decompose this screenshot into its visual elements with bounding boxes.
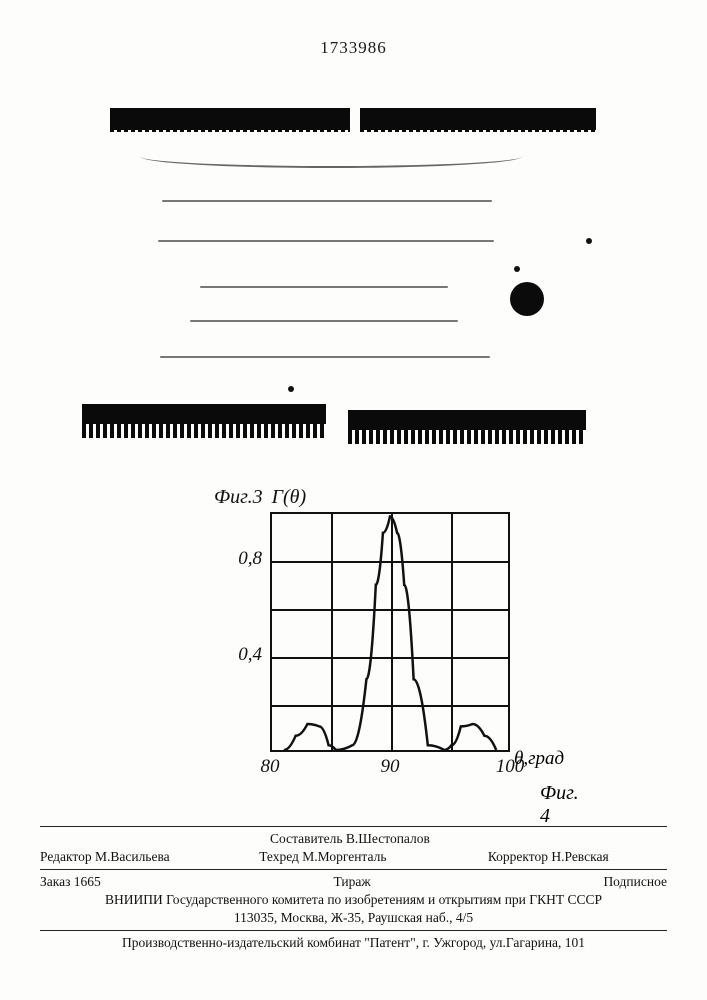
- plate-line: [160, 356, 490, 358]
- grid-hline: [272, 705, 508, 707]
- organization-line-1: ВНИИПИ Государственного комитета по изоб…: [40, 892, 667, 908]
- tirazh: Тираж: [334, 874, 371, 890]
- press-line: Производственно-издательский комбинат "П…: [40, 935, 667, 951]
- figure-3: [80, 90, 600, 460]
- tech-editor: Техред М.Моргенталь: [259, 849, 448, 865]
- grid-vline: [331, 514, 333, 750]
- function-label: Г(θ): [272, 486, 307, 508]
- y-tick-label: 0,8: [216, 548, 262, 570]
- x-tick-label: 80: [250, 756, 290, 778]
- radiation-curve: [272, 514, 508, 750]
- organization-line-2: 113035, Москва, Ж-35, Раушская наб., 4/5: [40, 910, 667, 926]
- marker-dot: [514, 266, 520, 272]
- divider: [40, 930, 667, 931]
- comb-element: [110, 96, 350, 130]
- compiler: Составитель В.Шестопалов: [270, 831, 470, 847]
- plate-line: [162, 200, 492, 202]
- marker-dot: [288, 386, 294, 392]
- x-axis-title: θ,град: [514, 748, 564, 770]
- figure-4: Фиг.3 Г(θ) 0,80,4 8090100 θ,град Фиг. 4: [210, 490, 530, 800]
- document-number: 1733986: [0, 38, 707, 58]
- disk-marker: [510, 282, 544, 316]
- corrector: Корректор Н.Ревская: [488, 849, 667, 865]
- grid-vline: [391, 514, 393, 750]
- curve-path: [284, 516, 496, 750]
- divider: [40, 869, 667, 870]
- chart-grid: [270, 512, 510, 752]
- comb-element: [348, 410, 586, 444]
- divider: [40, 826, 667, 827]
- comb-element: [82, 404, 326, 438]
- comb-element: [360, 96, 596, 130]
- plate-curve: [140, 154, 522, 168]
- publication-footer: Составитель В.Шестопалов Редактор М.Васи…: [40, 822, 667, 953]
- plate-line: [158, 240, 494, 242]
- plate-line: [190, 320, 458, 322]
- y-tick-label: 0,4: [216, 644, 262, 666]
- grid-vline: [451, 514, 453, 750]
- fig3-caption-text: Фиг.3: [214, 486, 263, 508]
- signed: Подписное: [603, 874, 667, 890]
- figure-3-caption: Фиг.3 Г(θ): [214, 486, 306, 509]
- order-number: Заказ 1665: [40, 874, 101, 890]
- spacer: [40, 831, 230, 847]
- x-tick-label: 90: [370, 756, 410, 778]
- marker-dot: [586, 238, 592, 244]
- grid-hline: [272, 609, 508, 611]
- plate-line: [200, 286, 448, 288]
- editor: Редактор М.Васильева: [40, 849, 219, 865]
- grid-hline: [272, 561, 508, 563]
- grid-hline: [272, 657, 508, 659]
